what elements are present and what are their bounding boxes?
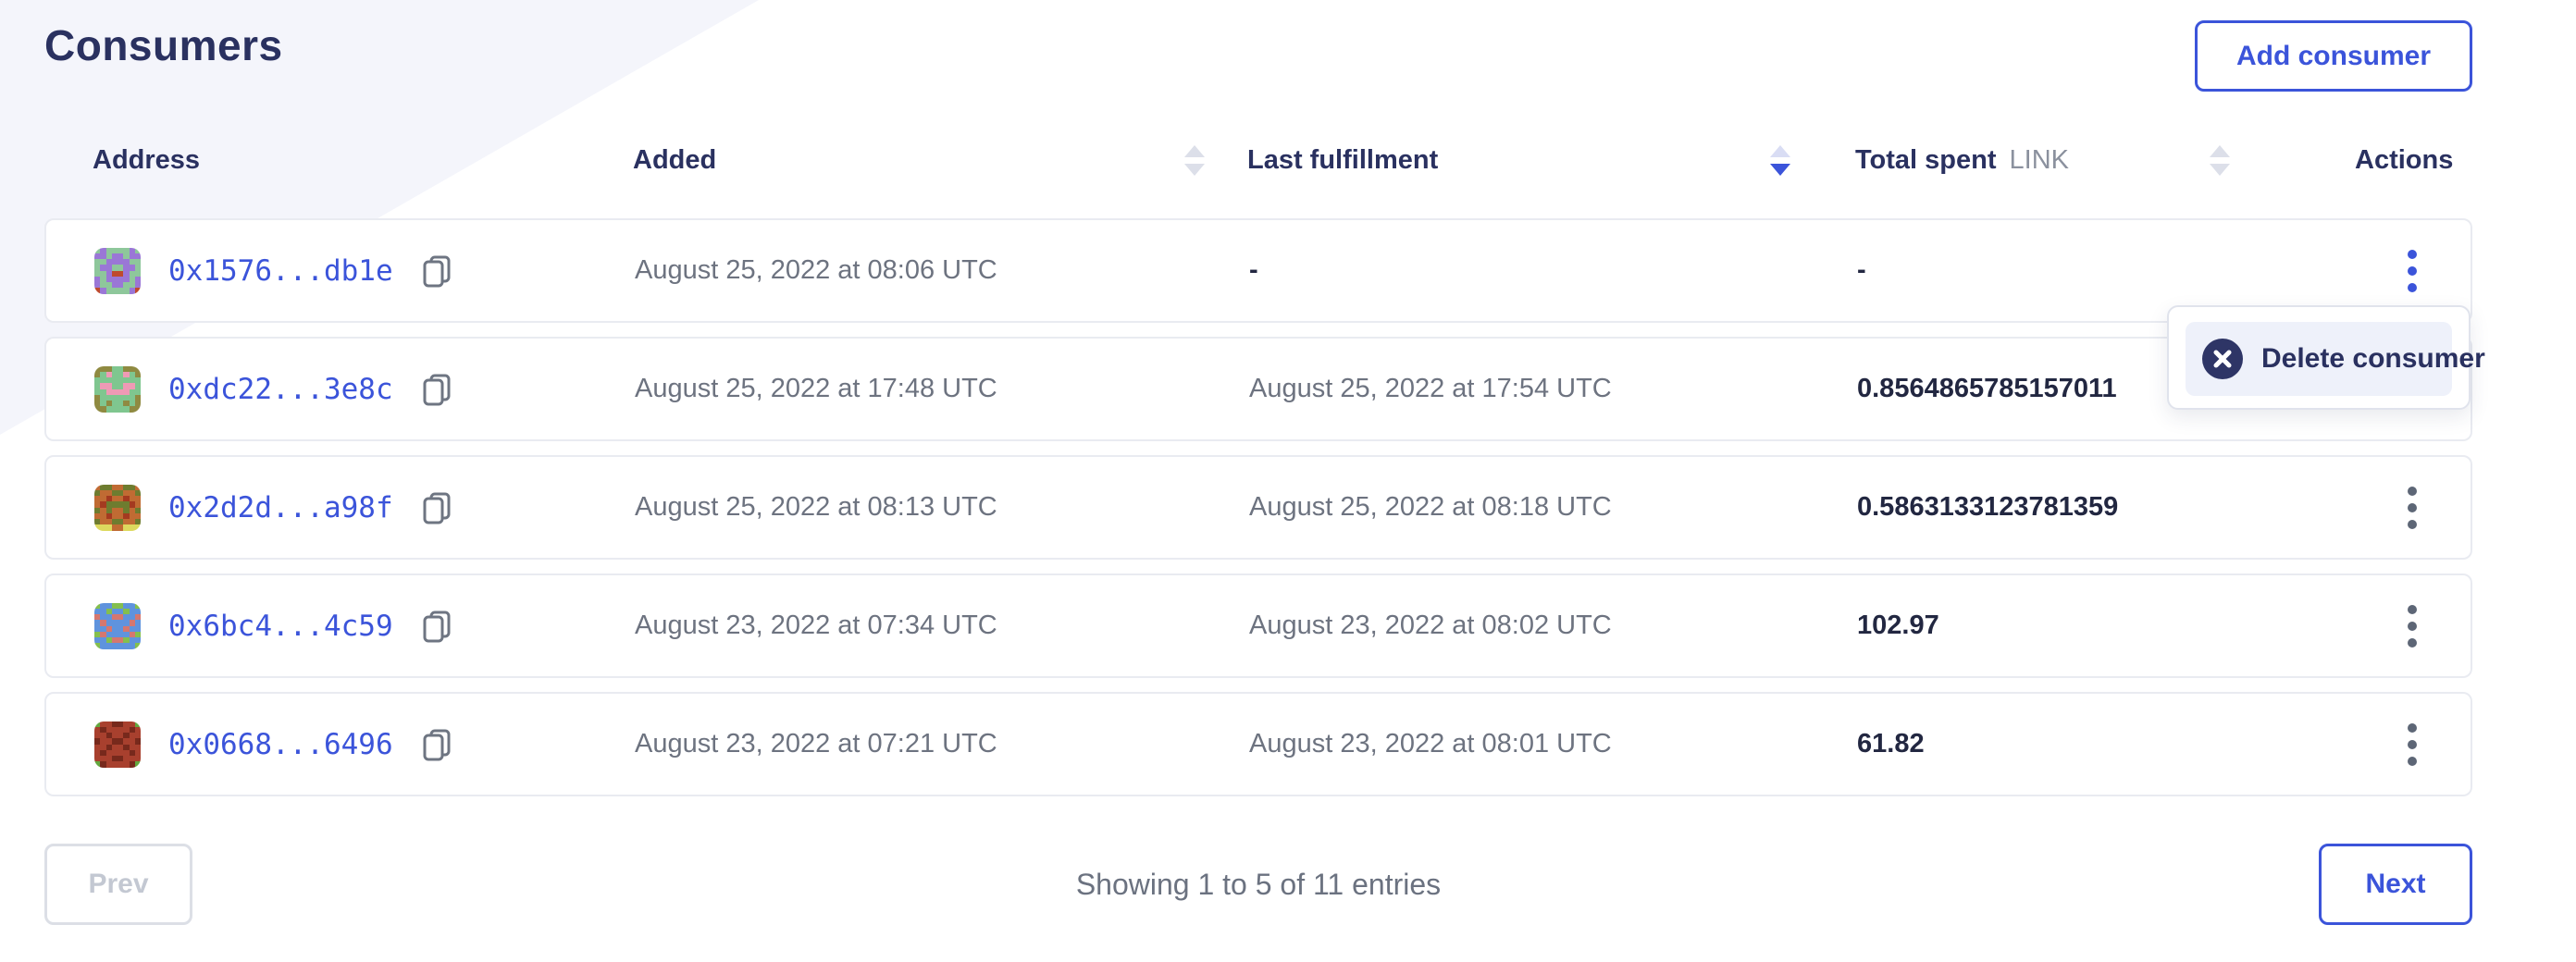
column-label: Total spent (1855, 144, 1997, 175)
next-page-button[interactable]: Next (2319, 844, 2472, 925)
table-row: 0x6bc4...4c59 August 23, 2022 at 07:34 U… (44, 574, 2472, 678)
x-circle-icon (2202, 339, 2243, 379)
copy-address-icon[interactable] (421, 372, 452, 407)
last-fulfillment-value: - (1249, 255, 1258, 285)
added-timestamp: August 23, 2022 at 07:21 UTC (635, 729, 997, 758)
consumer-address-link[interactable]: 0x2d2d...a98f (168, 490, 393, 524)
last-fulfillment-value: August 23, 2022 at 08:02 UTC (1249, 610, 1612, 640)
page-title: Consumers (44, 21, 283, 69)
row-actions-kebab-icon[interactable] (2398, 714, 2426, 775)
column-header-added[interactable]: Added (633, 144, 1247, 176)
row-actions-kebab-icon[interactable] (2398, 477, 2426, 538)
identicon-avatar (94, 484, 141, 531)
column-header-address[interactable]: Address (44, 145, 633, 176)
delete-consumer-menu-item[interactable]: Delete consumer (2186, 322, 2485, 396)
column-header-actions: Actions (2309, 145, 2472, 176)
column-unit-link: LINK (2009, 144, 2070, 175)
table-row: 0x1576...db1e August 25, 2022 at 08:06 U… (44, 218, 2472, 323)
table-header-row: Address Added Last fulfillment Total spe… (44, 129, 2472, 191)
added-timestamp: August 23, 2022 at 07:34 UTC (635, 610, 997, 640)
consumer-address-link[interactable]: 0x1576...db1e (168, 253, 393, 288)
copy-address-icon[interactable] (421, 253, 452, 289)
total-spent-value: 102.97 (1857, 610, 1939, 640)
column-header-total-spent[interactable]: Total spent LINK (1855, 144, 2309, 176)
column-label: Address (93, 144, 201, 175)
identicon-avatar (94, 365, 141, 413)
identicon-avatar (94, 602, 141, 649)
copy-address-icon[interactable] (421, 490, 452, 525)
added-timestamp: August 25, 2022 at 08:13 UTC (635, 492, 997, 522)
column-label: Added (633, 144, 717, 175)
sort-arrows-icon[interactable] (2210, 144, 2230, 176)
copy-address-icon[interactable] (421, 609, 452, 644)
row-actions-kebab-icon[interactable] (2398, 240, 2426, 302)
total-spent-value: 0.5863133123781359 (1857, 492, 2119, 522)
prev-page-button[interactable]: Prev (44, 844, 192, 925)
row-actions-menu: Delete consumer (2167, 305, 2485, 410)
identicon-avatar (94, 247, 141, 294)
sort-arrows-icon[interactable] (1770, 144, 1790, 176)
last-fulfillment-value: August 25, 2022 at 17:54 UTC (1249, 374, 1612, 403)
table-row: 0xdc22...3e8c August 25, 2022 at 17:48 U… (44, 337, 2472, 441)
last-fulfillment-value: August 23, 2022 at 08:01 UTC (1249, 729, 1612, 758)
sort-arrows-icon[interactable] (1184, 144, 1205, 176)
menu-item-label: Delete consumer (2261, 343, 2485, 374)
added-timestamp: August 25, 2022 at 08:06 UTC (635, 255, 997, 285)
last-fulfillment-value: August 25, 2022 at 08:18 UTC (1249, 492, 1612, 522)
page-header: Consumers Add consumer (0, 0, 2576, 92)
consumers-table-body: 0x1576...db1e August 25, 2022 at 08:06 U… (0, 218, 2576, 796)
table-row: 0x0668...6496 August 23, 2022 at 07:21 U… (44, 692, 2472, 796)
row-actions-kebab-icon[interactable] (2398, 596, 2426, 657)
column-header-last-fulfillment[interactable]: Last fulfillment (1247, 144, 1855, 176)
copy-address-icon[interactable] (421, 727, 452, 762)
column-label: Last fulfillment (1247, 144, 1439, 175)
pagination-summary: Showing 1 to 5 of 11 entries (1075, 867, 1442, 901)
total-spent-value: - (1857, 255, 1866, 285)
identicon-avatar (94, 721, 141, 768)
consumer-address-link[interactable]: 0x6bc4...4c59 (168, 609, 393, 643)
total-spent-value: 0.8564865785157011 (1857, 374, 2117, 403)
added-timestamp: August 25, 2022 at 17:48 UTC (635, 374, 997, 403)
table-row: 0x2d2d...a98f August 25, 2022 at 08:13 U… (44, 455, 2472, 560)
add-consumer-button[interactable]: Add consumer (2194, 20, 2472, 92)
column-label: Actions (2355, 144, 2454, 175)
pagination: Prev Showing 1 to 5 of 11 entries Next (44, 844, 2472, 925)
total-spent-value: 61.82 (1857, 729, 1925, 758)
consumer-address-link[interactable]: 0x0668...6496 (168, 727, 393, 761)
consumer-address-link[interactable]: 0xdc22...3e8c (168, 372, 393, 406)
